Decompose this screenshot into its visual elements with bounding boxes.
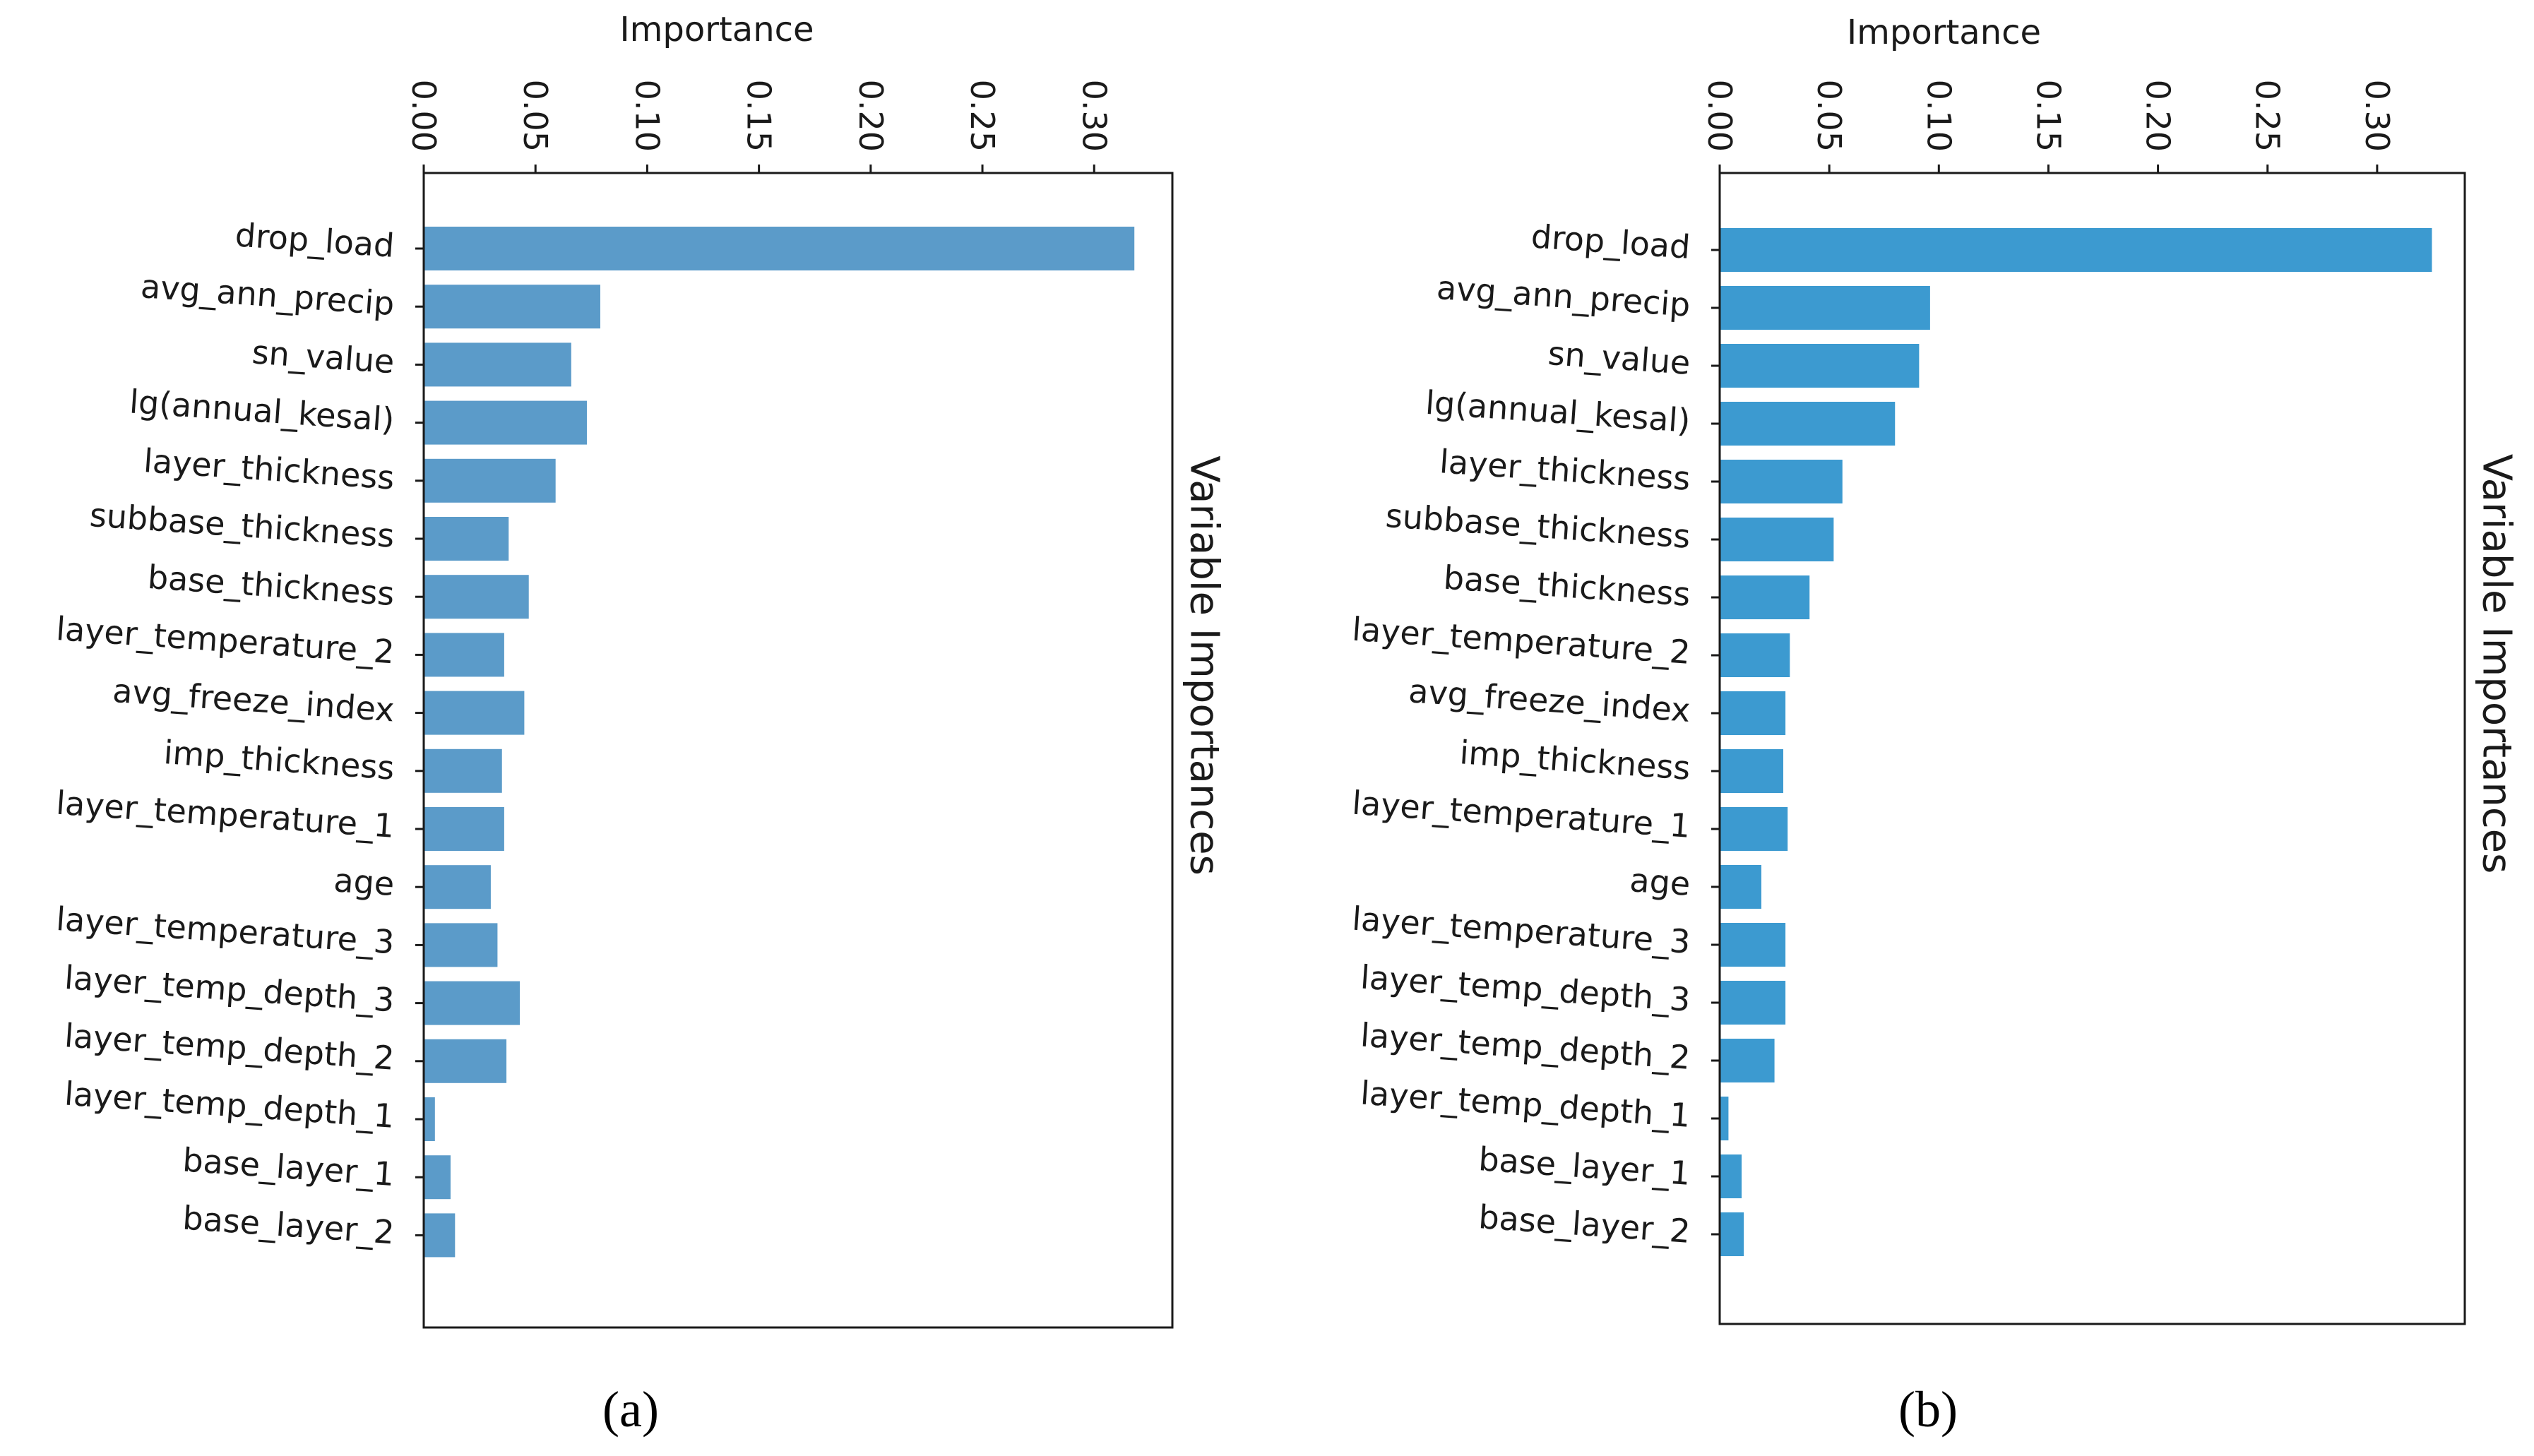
category-label: layer_temp_depth_3	[64, 958, 396, 1020]
bar	[1720, 1097, 1729, 1140]
x-axis-label: Importance	[619, 10, 814, 49]
y-axis-label: Variable Importances	[1182, 455, 1227, 876]
category-label: layer_temperature_1	[1351, 784, 1691, 845]
bar	[1720, 633, 1790, 677]
bar	[1720, 923, 1786, 967]
bar	[424, 865, 491, 909]
x-tick-label: 0.25	[2249, 80, 2287, 152]
category-label: layer_temperature_3	[1351, 900, 1691, 961]
bar	[424, 1097, 435, 1141]
x-tick-label: 0.30	[1075, 80, 1113, 152]
bar	[424, 748, 502, 793]
bar	[1720, 518, 1834, 561]
bar	[424, 633, 504, 677]
bar	[1720, 286, 1930, 330]
bar	[424, 691, 525, 735]
bar	[1720, 402, 1896, 446]
bar	[424, 807, 504, 851]
category-label: lg(annual_kesal)	[129, 382, 396, 438]
category-label: layer_thickness	[1439, 442, 1692, 498]
bar	[1720, 228, 2432, 272]
category-label: layer_temp_depth_2	[1360, 1015, 1692, 1077]
x-tick-label: 0.30	[2358, 80, 2396, 152]
panel-caption: (a)	[602, 1381, 659, 1438]
category-label: layer_thickness	[143, 441, 396, 497]
category-label: subbase_thickness	[1384, 496, 1691, 556]
x-tick-label: 0.05	[516, 80, 554, 152]
category-label: layer_temperature_3	[55, 900, 395, 961]
bar	[1720, 344, 1920, 388]
category-label: layer_temp_depth_1	[1360, 1073, 1692, 1135]
category-label: layer_temp_depth_1	[64, 1074, 396, 1135]
category-label: layer_temp_depth_2	[64, 1016, 396, 1078]
category-label: sn_value	[251, 333, 395, 381]
category-label: drop_load	[1530, 217, 1691, 266]
bar	[424, 923, 498, 967]
bar	[1720, 460, 1843, 503]
bar	[1720, 575, 1810, 619]
category-label: avg_ann_precip	[139, 267, 395, 323]
plot-frame	[422, 172, 1174, 1329]
category-label: age	[1629, 861, 1691, 903]
bar	[1720, 865, 1761, 909]
bar	[424, 227, 1135, 270]
bar	[1720, 981, 1786, 1025]
category-label: base_thickness	[1442, 559, 1691, 614]
bar	[1720, 1154, 1742, 1198]
plot-frame	[1718, 172, 2466, 1325]
bar	[1720, 749, 1783, 793]
x-tick-label: 0.15	[740, 80, 778, 152]
x-tick-label: 0.20	[852, 80, 890, 152]
bar	[424, 458, 556, 503]
category-label: layer_temperature_2	[55, 609, 395, 671]
category-label: base_layer_1	[182, 1140, 395, 1193]
panel-caption: (b)	[1898, 1381, 1958, 1438]
bar	[424, 1155, 451, 1200]
category-label: sn_value	[1547, 334, 1691, 382]
category-label: base_layer_2	[182, 1199, 395, 1252]
bar	[1720, 807, 1788, 851]
category-label: drop_load	[234, 215, 395, 265]
category-label: layer_temp_depth_3	[1360, 957, 1692, 1019]
category-label: age	[333, 861, 395, 903]
x-tick-label: 0.00	[1701, 80, 1739, 152]
category-label: layer_temperature_1	[55, 784, 395, 845]
bar	[424, 400, 587, 445]
bar	[424, 981, 521, 1025]
x-tick-label: 0.25	[963, 80, 1001, 152]
bar	[424, 285, 600, 329]
x-tick-label: 0.05	[1810, 80, 1848, 152]
y-axis-label: Variable Importances	[2474, 454, 2520, 874]
category-label: base_layer_1	[1477, 1140, 1691, 1193]
x-tick-label: 0.20	[2139, 80, 2177, 152]
bar	[424, 517, 509, 561]
x-axis-label: Importance	[1847, 13, 2041, 52]
category-label: imp_thickness	[1458, 733, 1691, 787]
category-label: avg_freeze_index	[112, 672, 395, 729]
category-label: base_thickness	[146, 558, 395, 613]
bar	[424, 1213, 456, 1258]
bar	[1720, 691, 1786, 735]
category-label: avg_ann_precip	[1435, 268, 1691, 324]
category-label: base_layer_2	[1477, 1198, 1691, 1251]
x-tick-label: 0.10	[1920, 80, 1958, 152]
x-tick-label: 0.10	[628, 80, 666, 152]
bar	[1720, 1212, 1744, 1256]
bar	[1720, 1039, 1775, 1082]
x-tick-label: 0.15	[2029, 80, 2067, 152]
category-label: layer_temperature_2	[1351, 610, 1691, 672]
bar	[424, 342, 571, 387]
bar	[424, 1039, 507, 1083]
category-label: lg(annual_kesal)	[1424, 383, 1692, 440]
category-label: imp_thickness	[162, 733, 395, 787]
x-tick-label: 0.00	[405, 80, 443, 152]
bar	[424, 575, 529, 619]
category-label: avg_freeze_index	[1408, 672, 1691, 729]
category-label: subbase_thickness	[88, 496, 395, 555]
